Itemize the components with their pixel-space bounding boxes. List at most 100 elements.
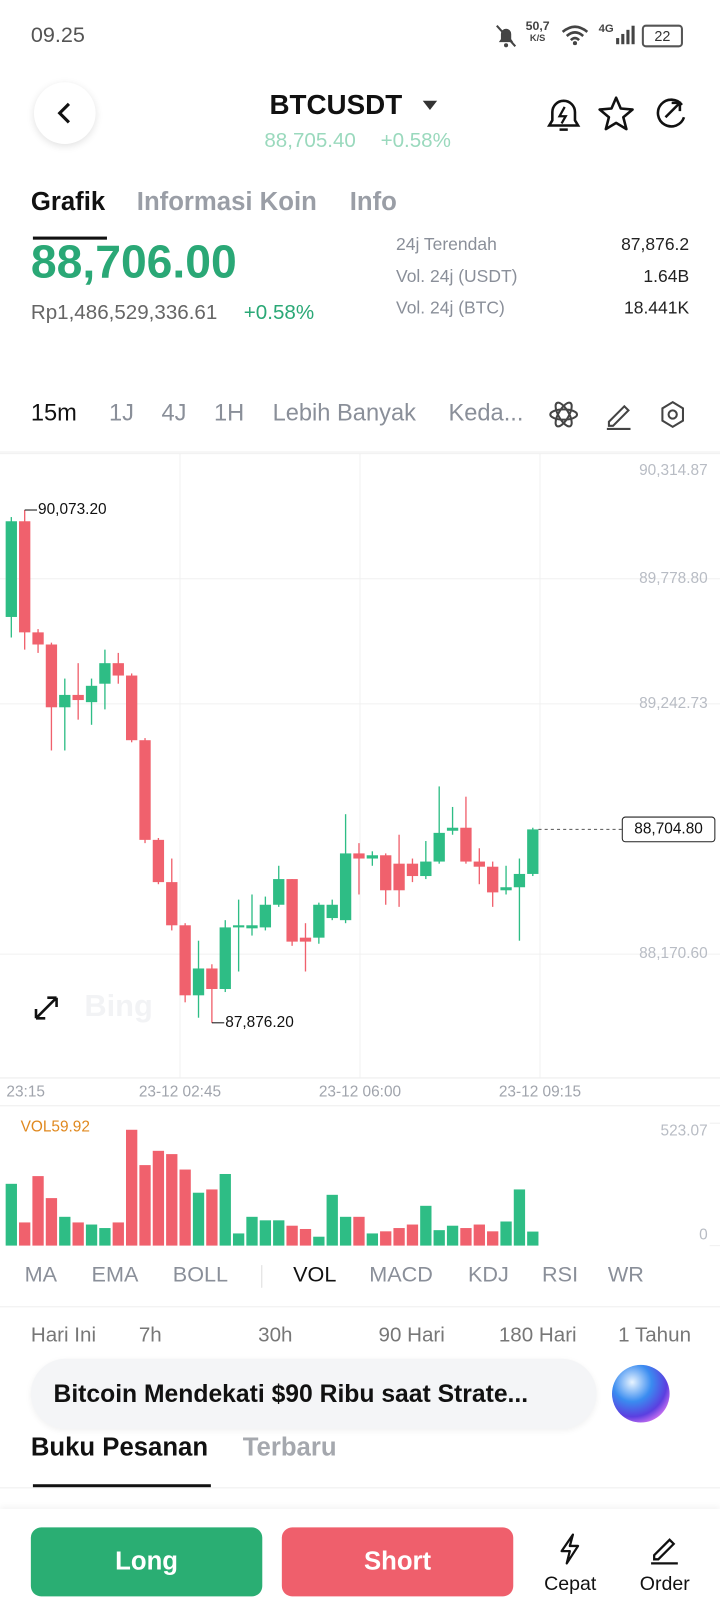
timeframe[interactable]: 1J (109, 399, 135, 426)
y-tick-label: 88,170.60 (639, 945, 708, 962)
indicator-icon[interactable] (548, 399, 579, 430)
assistant-orb[interactable] (610, 1363, 672, 1425)
timeframe[interactable]: 15m (30, 399, 77, 426)
indicator-tab[interactable]: WR (607, 1263, 644, 1287)
timeframe[interactable]: 1H (213, 399, 245, 426)
tab[interactable]: Grafik (30, 187, 106, 216)
short-button[interactable]: Short (281, 1527, 514, 1597)
candle-body (326, 904, 338, 919)
candle-body (460, 827, 472, 862)
stat-value: 1.64B (643, 266, 690, 286)
candle-body (513, 873, 526, 888)
volume-bar (339, 1216, 352, 1246)
indicator-tab[interactable]: BOLL (172, 1263, 229, 1287)
symbol[interactable]: BTCUSDT (269, 89, 403, 121)
candle-body (152, 839, 165, 883)
timeframe[interactable]: 4J (161, 399, 187, 426)
timeframe[interactable]: Keda... (448, 399, 524, 426)
price-change: +0.58% (243, 301, 315, 324)
indicator-tab[interactable]: RSI (542, 1263, 579, 1287)
header-change: +0.58% (380, 129, 451, 153)
indicator-tab[interactable]: VOL (293, 1263, 337, 1287)
expand-icon[interactable] (34, 996, 58, 1020)
network-type: 4G (598, 22, 614, 35)
stat-label: Vol. 24j (USDT) (395, 266, 518, 286)
volume-label: VOL59.92 (21, 1118, 90, 1135)
candle-body (406, 863, 419, 877)
volume-bar (232, 1233, 245, 1246)
stat-value: 87,876.2 (621, 235, 690, 255)
share-icon[interactable] (651, 95, 690, 134)
indicator-tab[interactable]: MACD (369, 1263, 433, 1287)
candle-body (45, 644, 58, 708)
volume-bar (420, 1205, 432, 1246)
settings-icon[interactable] (658, 399, 687, 430)
volume-bar (326, 1194, 338, 1246)
volume-bar (99, 1228, 111, 1246)
stat-row: Vol. 24j (USDT) 1.64B (396, 264, 689, 289)
dropdown-icon[interactable] (422, 100, 438, 112)
volume-bar (32, 1176, 44, 1246)
alert-icon[interactable] (543, 95, 584, 134)
stats-panel: 24j Terendah 87,876.2 Vol. 24j (USDT) 1.64… (396, 236, 689, 329)
order-tab[interactable]: Terbaru (242, 1432, 337, 1462)
volume-bar (433, 1230, 445, 1246)
candle-body (339, 853, 352, 921)
stat-label: Vol. 24j (BTC) (395, 298, 505, 318)
net-speed: 50,7 K/S (526, 20, 550, 45)
candle-body (286, 879, 298, 942)
order-label[interactable]: Order (639, 1573, 690, 1596)
volume-bar (353, 1216, 365, 1246)
draw-icon[interactable] (604, 399, 633, 430)
candle-body (487, 866, 499, 893)
news-banner[interactable]: Bitcoin Mendekati $90 Ribu saat Strate..… (30, 1358, 597, 1429)
indicator-tab[interactable]: KDJ (467, 1263, 509, 1287)
speed-value: 50,7 (525, 18, 550, 33)
period: 1 Tahun (618, 1323, 692, 1347)
volume-bar (406, 1224, 419, 1246)
tab[interactable]: Info (349, 187, 397, 216)
volume-bar (460, 1228, 472, 1246)
chart: Bing 23:15 23-12 02:45 23-12 06:00 23-12 09… (0, 453, 720, 1247)
indicator-tab[interactable]: MA (24, 1263, 58, 1287)
long-button[interactable]: Long (30, 1527, 263, 1597)
volume-bar (500, 1221, 512, 1246)
stat-row: Vol. 24j (BTC) 18.441K (396, 296, 689, 321)
period: 180 Hari (498, 1323, 577, 1347)
volume-tick-label: 523.07 (661, 1123, 708, 1140)
back-button[interactable] (33, 82, 96, 144)
favorite-icon[interactable] (597, 95, 636, 134)
fiat-price: Rp1,486,529,336.61 (30, 301, 218, 324)
tab[interactable]: Informasi Koin (136, 187, 317, 216)
candle-body (232, 925, 245, 928)
last-price: 88,706.00 (30, 235, 237, 288)
candle-body (5, 521, 17, 617)
volume-bar (273, 1220, 285, 1246)
candle-body (59, 694, 71, 708)
order-tab[interactable]: Buku Pesanan (30, 1432, 209, 1462)
candle-body (246, 925, 258, 929)
volume-bar (286, 1225, 298, 1246)
period: Hari Ini (30, 1323, 97, 1347)
volume-bar (112, 1222, 124, 1246)
stat-row: 24j Terendah 87,876.2 (396, 236, 689, 258)
volume-bar (473, 1224, 485, 1246)
divider (0, 1487, 720, 1489)
mute-icon (496, 25, 517, 48)
quick-label[interactable]: Cepat (544, 1573, 597, 1596)
volume-bar (125, 1129, 138, 1246)
quick-icon[interactable] (555, 1533, 584, 1566)
order-icon[interactable] (648, 1533, 681, 1566)
candle-body (393, 863, 405, 891)
max-label: 90,073.20 (38, 501, 107, 518)
tab-indicator (32, 236, 107, 240)
candle-body (273, 879, 285, 905)
candle-body (527, 829, 539, 874)
timeframe[interactable]: Lebih Banyak (272, 399, 416, 426)
x-tick-label: 23-12 09:15 (499, 1083, 581, 1100)
stat-label: 24j Terendah (395, 235, 497, 255)
indicator-tab[interactable]: EMA (91, 1263, 139, 1287)
volume-bar (527, 1231, 539, 1246)
